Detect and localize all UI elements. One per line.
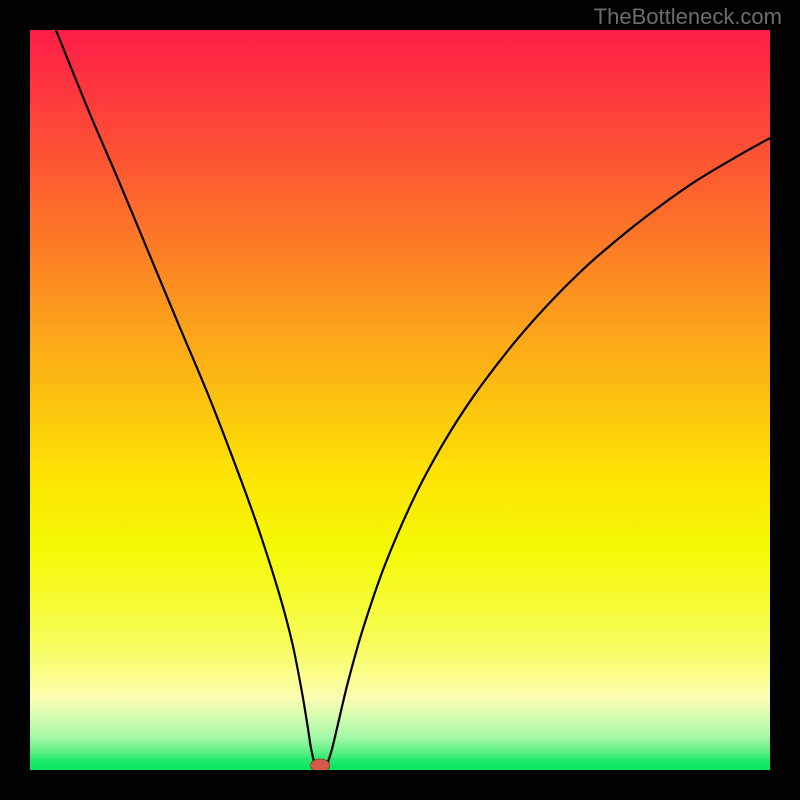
optimum-marker [310, 759, 329, 770]
plot-area [30, 30, 770, 770]
chart-container: TheBottleneck.com [0, 0, 800, 800]
gradient-background [30, 30, 770, 770]
chart-svg [30, 30, 770, 770]
watermark-text: TheBottleneck.com [594, 4, 782, 30]
